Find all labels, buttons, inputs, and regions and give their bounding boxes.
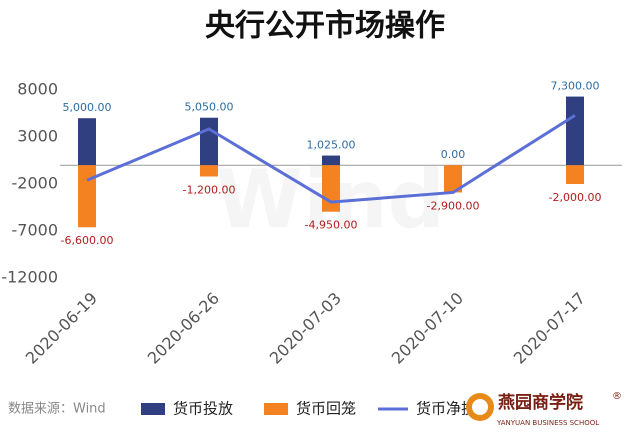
bar bbox=[78, 165, 96, 228]
bar bbox=[444, 165, 462, 193]
bar bbox=[200, 117, 218, 166]
bar bbox=[322, 165, 340, 212]
logo: 燕园商学院 YANYUAN BUSINESS SCHOOL ® bbox=[466, 391, 622, 427]
logo-name: 燕园商学院 bbox=[498, 392, 583, 413]
y-tick-label: 8000 bbox=[17, 80, 58, 99]
source-note: 数据来源：Wind bbox=[8, 402, 106, 417]
data-label: -2,900.00 bbox=[427, 199, 480, 212]
y-tick-label: 3000 bbox=[17, 127, 58, 146]
data-label: -4,950.00 bbox=[305, 219, 358, 232]
legend-label: 货币投放 bbox=[173, 400, 233, 418]
bar bbox=[322, 155, 340, 166]
legend-swatch bbox=[141, 403, 165, 415]
legend-label: 货币回笼 bbox=[296, 400, 356, 418]
data-label: 1,025.00 bbox=[307, 139, 356, 152]
data-label: 7,300.00 bbox=[551, 80, 600, 93]
data-label: 0.00 bbox=[441, 148, 466, 161]
bar bbox=[200, 165, 218, 177]
y-tick-label: -2000 bbox=[12, 174, 59, 193]
line bbox=[86, 114, 576, 204]
bar bbox=[78, 118, 96, 166]
logo-subtitle: YANYUAN BUSINESS SCHOOL bbox=[496, 419, 599, 427]
data-label: -6,600.00 bbox=[61, 234, 114, 247]
legend-swatch bbox=[264, 403, 288, 415]
y-tick-label: -12000 bbox=[1, 268, 58, 287]
data-label: 5,050.00 bbox=[185, 101, 234, 114]
data-label: -1,200.00 bbox=[183, 183, 236, 196]
y-tick-label: -7000 bbox=[12, 221, 59, 240]
chart-title: 央行公开市场操作 bbox=[205, 9, 445, 44]
data-label: 5,000.00 bbox=[63, 101, 112, 114]
data-label: -2,000.00 bbox=[549, 191, 602, 204]
logo-icon-inner bbox=[472, 399, 488, 415]
bar bbox=[566, 96, 584, 166]
logo-mark: ® bbox=[612, 391, 622, 402]
bar bbox=[566, 165, 584, 184]
